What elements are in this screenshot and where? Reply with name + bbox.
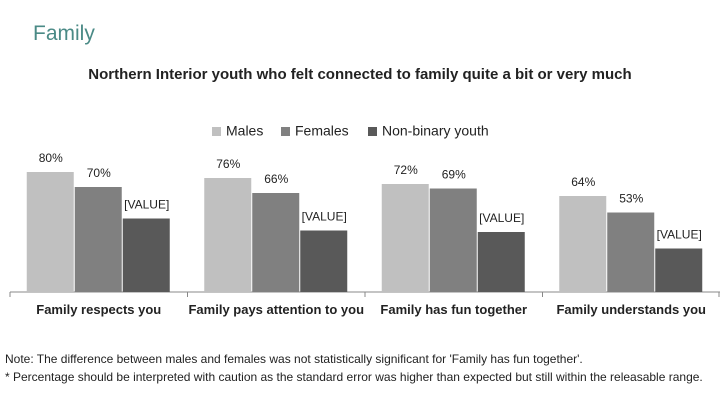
bar [204, 178, 252, 292]
legend-swatch [368, 127, 377, 136]
data-label: [VALUE] [657, 228, 702, 242]
legend-label: Males [226, 123, 263, 139]
data-label: [VALUE] [124, 198, 169, 212]
bar [122, 218, 170, 292]
x-tick-label: Family pays attention to you [188, 302, 365, 317]
data-label: 72% [394, 163, 418, 177]
data-label: [VALUE] [302, 210, 347, 224]
data-label: 64% [571, 175, 595, 189]
data-label: 69% [442, 168, 466, 182]
bar [252, 193, 300, 292]
data-label: 76% [216, 157, 240, 171]
bar [429, 188, 477, 292]
bar [300, 230, 348, 292]
bar [655, 248, 703, 292]
data-label: [VALUE] [479, 211, 524, 225]
bar [381, 184, 429, 292]
data-label: 53% [619, 192, 643, 206]
bar [559, 196, 607, 292]
bar [477, 232, 525, 292]
x-tick-label: Family has fun together [380, 302, 528, 317]
notes: Note: The difference between males and f… [5, 350, 717, 386]
legend-label: Females [295, 123, 349, 139]
chart-title: Northern Interior youth who felt connect… [88, 66, 632, 83]
bar [74, 187, 122, 292]
legend-label: Non-binary youth [382, 123, 489, 139]
note: * Percentage should be interpreted with … [5, 370, 703, 384]
legend-swatch [212, 127, 221, 136]
x-tick-label: Family respects you [36, 302, 162, 317]
data-label: 66% [264, 172, 288, 186]
bar [26, 172, 74, 292]
note: Note: The difference between males and f… [5, 352, 583, 366]
data-label: 80% [39, 151, 63, 165]
x-tick-label: Family understands you [556, 302, 707, 317]
header: Family [33, 22, 95, 45]
bar [607, 212, 655, 292]
legend-swatch [281, 127, 290, 136]
data-label: 70% [87, 166, 111, 180]
